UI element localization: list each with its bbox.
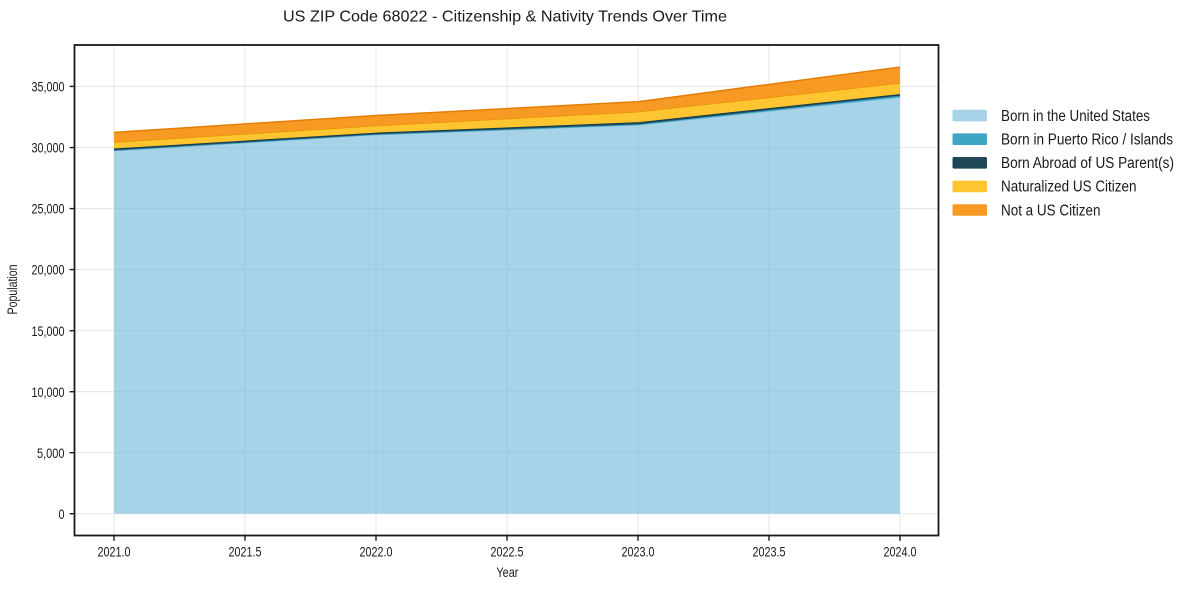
svg-text:0: 0	[59, 506, 65, 522]
svg-text:35,000: 35,000	[32, 79, 65, 95]
svg-text:2022.5: 2022.5	[491, 543, 524, 559]
svg-text:2023.0: 2023.0	[622, 543, 655, 559]
svg-text:2021.5: 2021.5	[229, 543, 262, 559]
svg-text:Born Abroad of US Parent(s): Born Abroad of US Parent(s)	[1001, 155, 1174, 172]
svg-text:20,000: 20,000	[32, 262, 65, 278]
svg-text:Naturalized US Citizen: Naturalized US Citizen	[1001, 179, 1137, 196]
svg-text:Born in the United States: Born in the United States	[1001, 108, 1150, 125]
svg-text:Year: Year	[496, 564, 518, 580]
svg-text:US ZIP Code 68022 - Citizenshi: US ZIP Code 68022 - Citizenship & Nativi…	[283, 9, 727, 26]
svg-text:10,000: 10,000	[32, 384, 65, 400]
svg-text:15,000: 15,000	[32, 323, 65, 339]
svg-text:25,000: 25,000	[32, 201, 65, 217]
svg-text:Population: Population	[4, 265, 20, 315]
svg-text:2021.0: 2021.0	[98, 543, 131, 559]
svg-text:2022.0: 2022.0	[360, 543, 393, 559]
svg-text:30,000: 30,000	[32, 140, 65, 156]
svg-text:Born in Puerto Rico / Islands: Born in Puerto Rico / Islands	[1001, 132, 1173, 149]
svg-text:2023.5: 2023.5	[753, 543, 786, 559]
svg-text:2024.0: 2024.0	[884, 543, 917, 559]
svg-text:Not a US Citizen: Not a US Citizen	[1001, 202, 1101, 219]
svg-text:5,000: 5,000	[37, 445, 65, 461]
